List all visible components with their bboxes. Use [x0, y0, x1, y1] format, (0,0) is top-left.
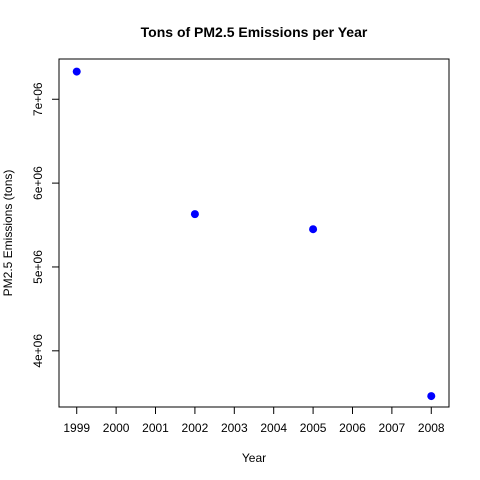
y-axis-label: PM2.5 Emissions (tons) [1, 170, 15, 297]
data-points [72, 67, 436, 401]
y-tick-label: 4e+06 [31, 334, 45, 368]
plot-frame [58, 58, 450, 408]
x-tick-label: 2006 [339, 421, 366, 435]
x-tick-label: 2000 [103, 421, 130, 435]
x-tick-label: 2001 [142, 421, 169, 435]
y-tick-label: 5e+06 [31, 250, 45, 284]
data-point [190, 210, 199, 219]
chart-title: Tons of PM2.5 Emissions per Year [141, 24, 368, 40]
x-axis-label: Year [242, 451, 266, 465]
x-tick-label: 2002 [182, 421, 209, 435]
x-tick-label: 2004 [260, 421, 287, 435]
x-tick-label: 2003 [221, 421, 248, 435]
y-axis: 4e+06 5e+06 6e+06 7e+06 [31, 82, 59, 368]
x-tick-label: 2005 [300, 421, 327, 435]
x-tick-label: 2008 [418, 421, 445, 435]
x-axis: 1999 2000 2001 2002 2003 2004 2005 2006 2007 2008 [63, 407, 445, 435]
data-point [72, 67, 81, 76]
y-tick-label: 6e+06 [31, 166, 45, 200]
y-tick-label: 7e+06 [31, 82, 45, 116]
x-tick-label: 1999 [63, 421, 90, 435]
data-point [427, 392, 436, 401]
x-tick-label: 2007 [379, 421, 406, 435]
data-point [309, 225, 318, 234]
